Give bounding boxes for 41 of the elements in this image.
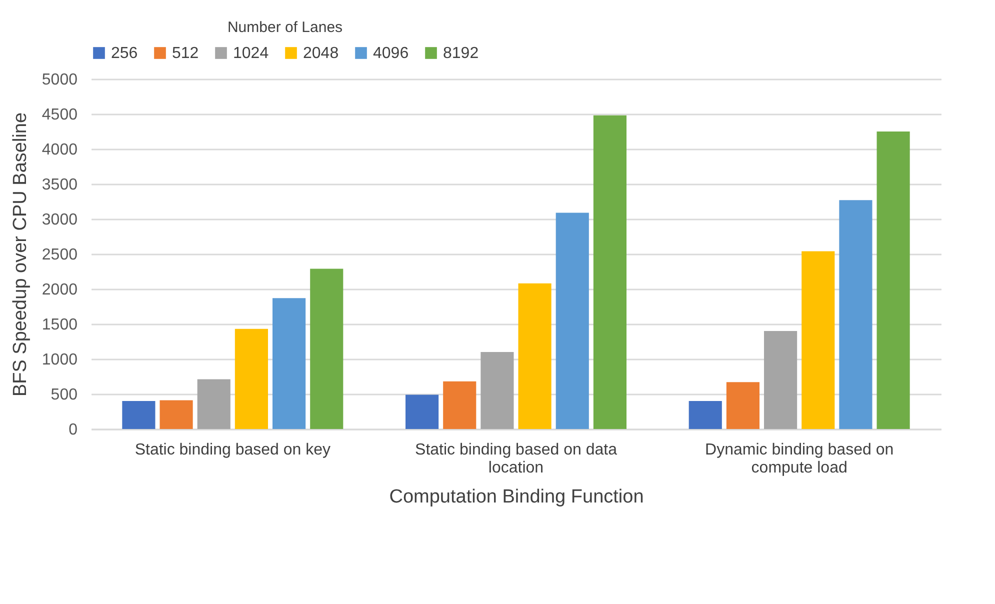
y-tick-label: 3500 (42, 176, 78, 194)
y-axis-title: BFS Speedup over CPU Baseline (10, 112, 31, 397)
y-tick-label: 4500 (42, 106, 78, 124)
bar (876, 132, 910, 429)
x-tick-label: Dynamic binding based on compute load (705, 442, 894, 476)
bar (272, 298, 306, 429)
y-tick-label: 3000 (42, 212, 78, 228)
bar (310, 268, 344, 429)
bar (122, 401, 156, 429)
legend-label: 1024 (233, 45, 269, 62)
y-tick-label: 2500 (42, 246, 78, 264)
bar (726, 382, 760, 429)
bar (802, 251, 835, 429)
legend-label: 512 (172, 45, 199, 62)
bar (518, 283, 552, 429)
y-tick-label: 0 (68, 422, 78, 438)
y-tick-label: 5000 (42, 72, 78, 88)
legend-label: 2048 (303, 45, 339, 62)
bar (406, 394, 439, 429)
bar (443, 381, 476, 429)
y-tick-label: 4000 (42, 142, 78, 158)
bar (160, 400, 193, 429)
bar (197, 379, 230, 429)
legend-label: 4096 (373, 45, 409, 62)
bar (839, 200, 872, 429)
bar (556, 212, 589, 429)
y-tick-label: 1000 (42, 352, 78, 368)
x-tick-label: Static binding based on data location (415, 442, 618, 476)
y-tick-label: 500 (50, 386, 78, 404)
x-tick-label: Static binding based on key (134, 442, 331, 458)
bar (234, 328, 268, 429)
legend-label: 256 (111, 45, 138, 62)
bar (593, 115, 626, 429)
bar (480, 352, 514, 429)
legend-label: 8192 (443, 45, 479, 62)
legend-title: Number of Lanes (227, 19, 343, 36)
bar (764, 331, 798, 429)
y-tick-label: 1500 (42, 316, 78, 334)
y-tick-label: 2000 (42, 282, 78, 298)
x-axis-title: Computation Binding Function (389, 486, 644, 508)
bar (688, 401, 722, 429)
